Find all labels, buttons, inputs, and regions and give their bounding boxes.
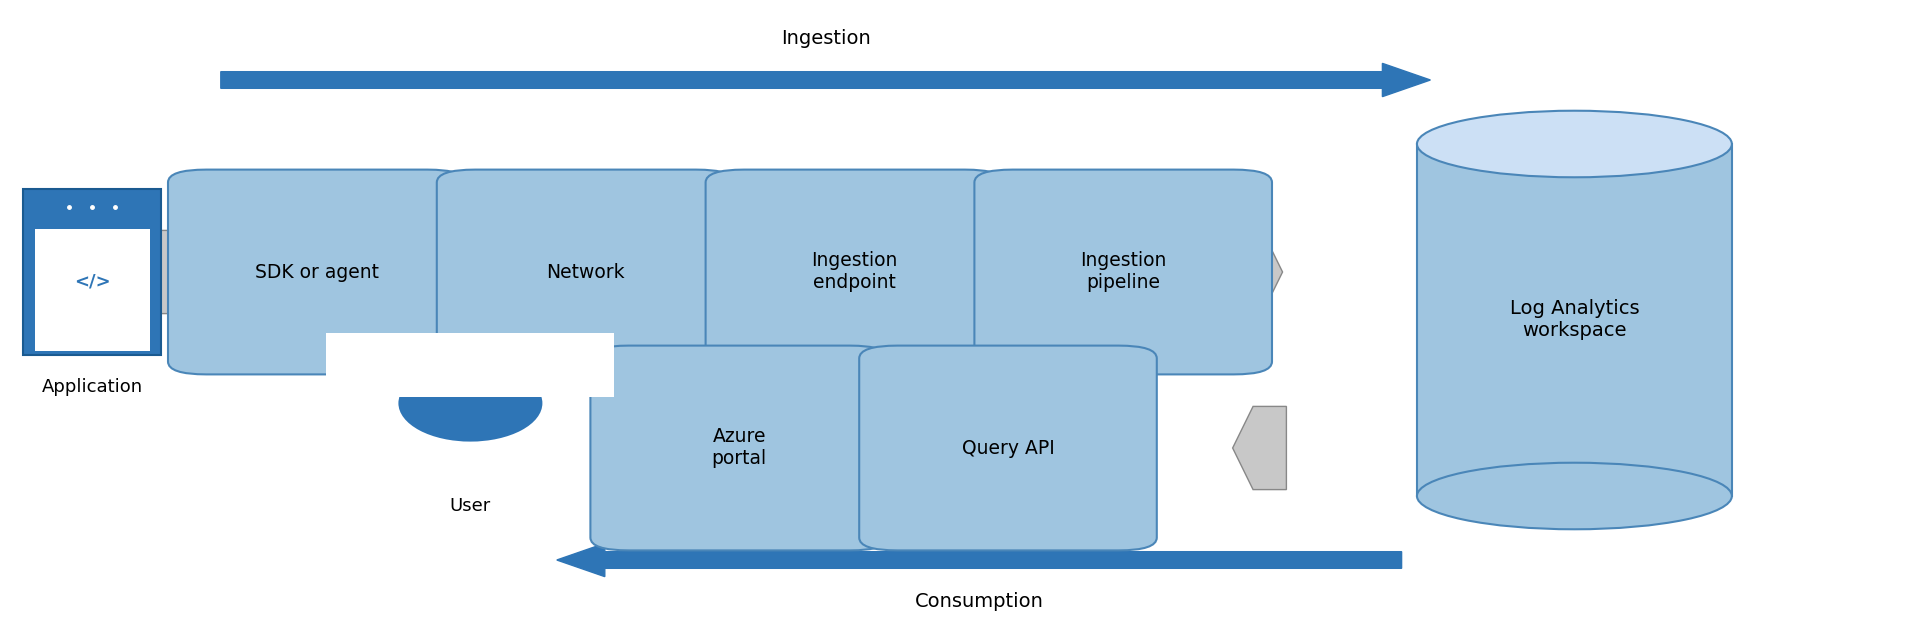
Text: Network: Network <box>547 262 624 282</box>
Text: </>: </> <box>73 272 111 290</box>
Text: Azure
portal: Azure portal <box>712 428 766 468</box>
Ellipse shape <box>1417 463 1732 529</box>
FancyBboxPatch shape <box>973 170 1271 374</box>
FancyBboxPatch shape <box>707 170 1002 374</box>
Polygon shape <box>422 230 476 314</box>
Text: Log Analytics
workspace: Log Analytics workspace <box>1509 300 1640 340</box>
FancyBboxPatch shape <box>860 346 1156 550</box>
Polygon shape <box>154 230 207 314</box>
FancyBboxPatch shape <box>438 170 733 374</box>
Text: Ingestion
pipeline: Ingestion pipeline <box>1081 252 1165 292</box>
FancyBboxPatch shape <box>169 170 465 374</box>
Polygon shape <box>618 406 672 490</box>
Bar <box>35 229 150 351</box>
Text: Ingestion: Ingestion <box>781 29 870 48</box>
Text: Consumption: Consumption <box>914 592 1044 611</box>
Text: Query API: Query API <box>962 438 1054 458</box>
Polygon shape <box>691 230 745 314</box>
Ellipse shape <box>1417 111 1732 177</box>
Polygon shape <box>1233 406 1286 490</box>
FancyArrow shape <box>221 63 1430 97</box>
Bar <box>23 189 161 355</box>
Polygon shape <box>960 230 1014 314</box>
Ellipse shape <box>399 365 543 442</box>
Polygon shape <box>925 406 979 490</box>
Text: Application: Application <box>42 378 142 396</box>
Text: User: User <box>449 497 492 515</box>
FancyBboxPatch shape <box>591 346 887 550</box>
Text: Ingestion
endpoint: Ingestion endpoint <box>812 252 897 292</box>
Circle shape <box>407 347 534 389</box>
FancyArrow shape <box>557 543 1402 577</box>
Bar <box>1417 144 1732 496</box>
Text: SDK or agent: SDK or agent <box>255 262 378 282</box>
Polygon shape <box>1229 230 1283 314</box>
Bar <box>326 333 614 397</box>
